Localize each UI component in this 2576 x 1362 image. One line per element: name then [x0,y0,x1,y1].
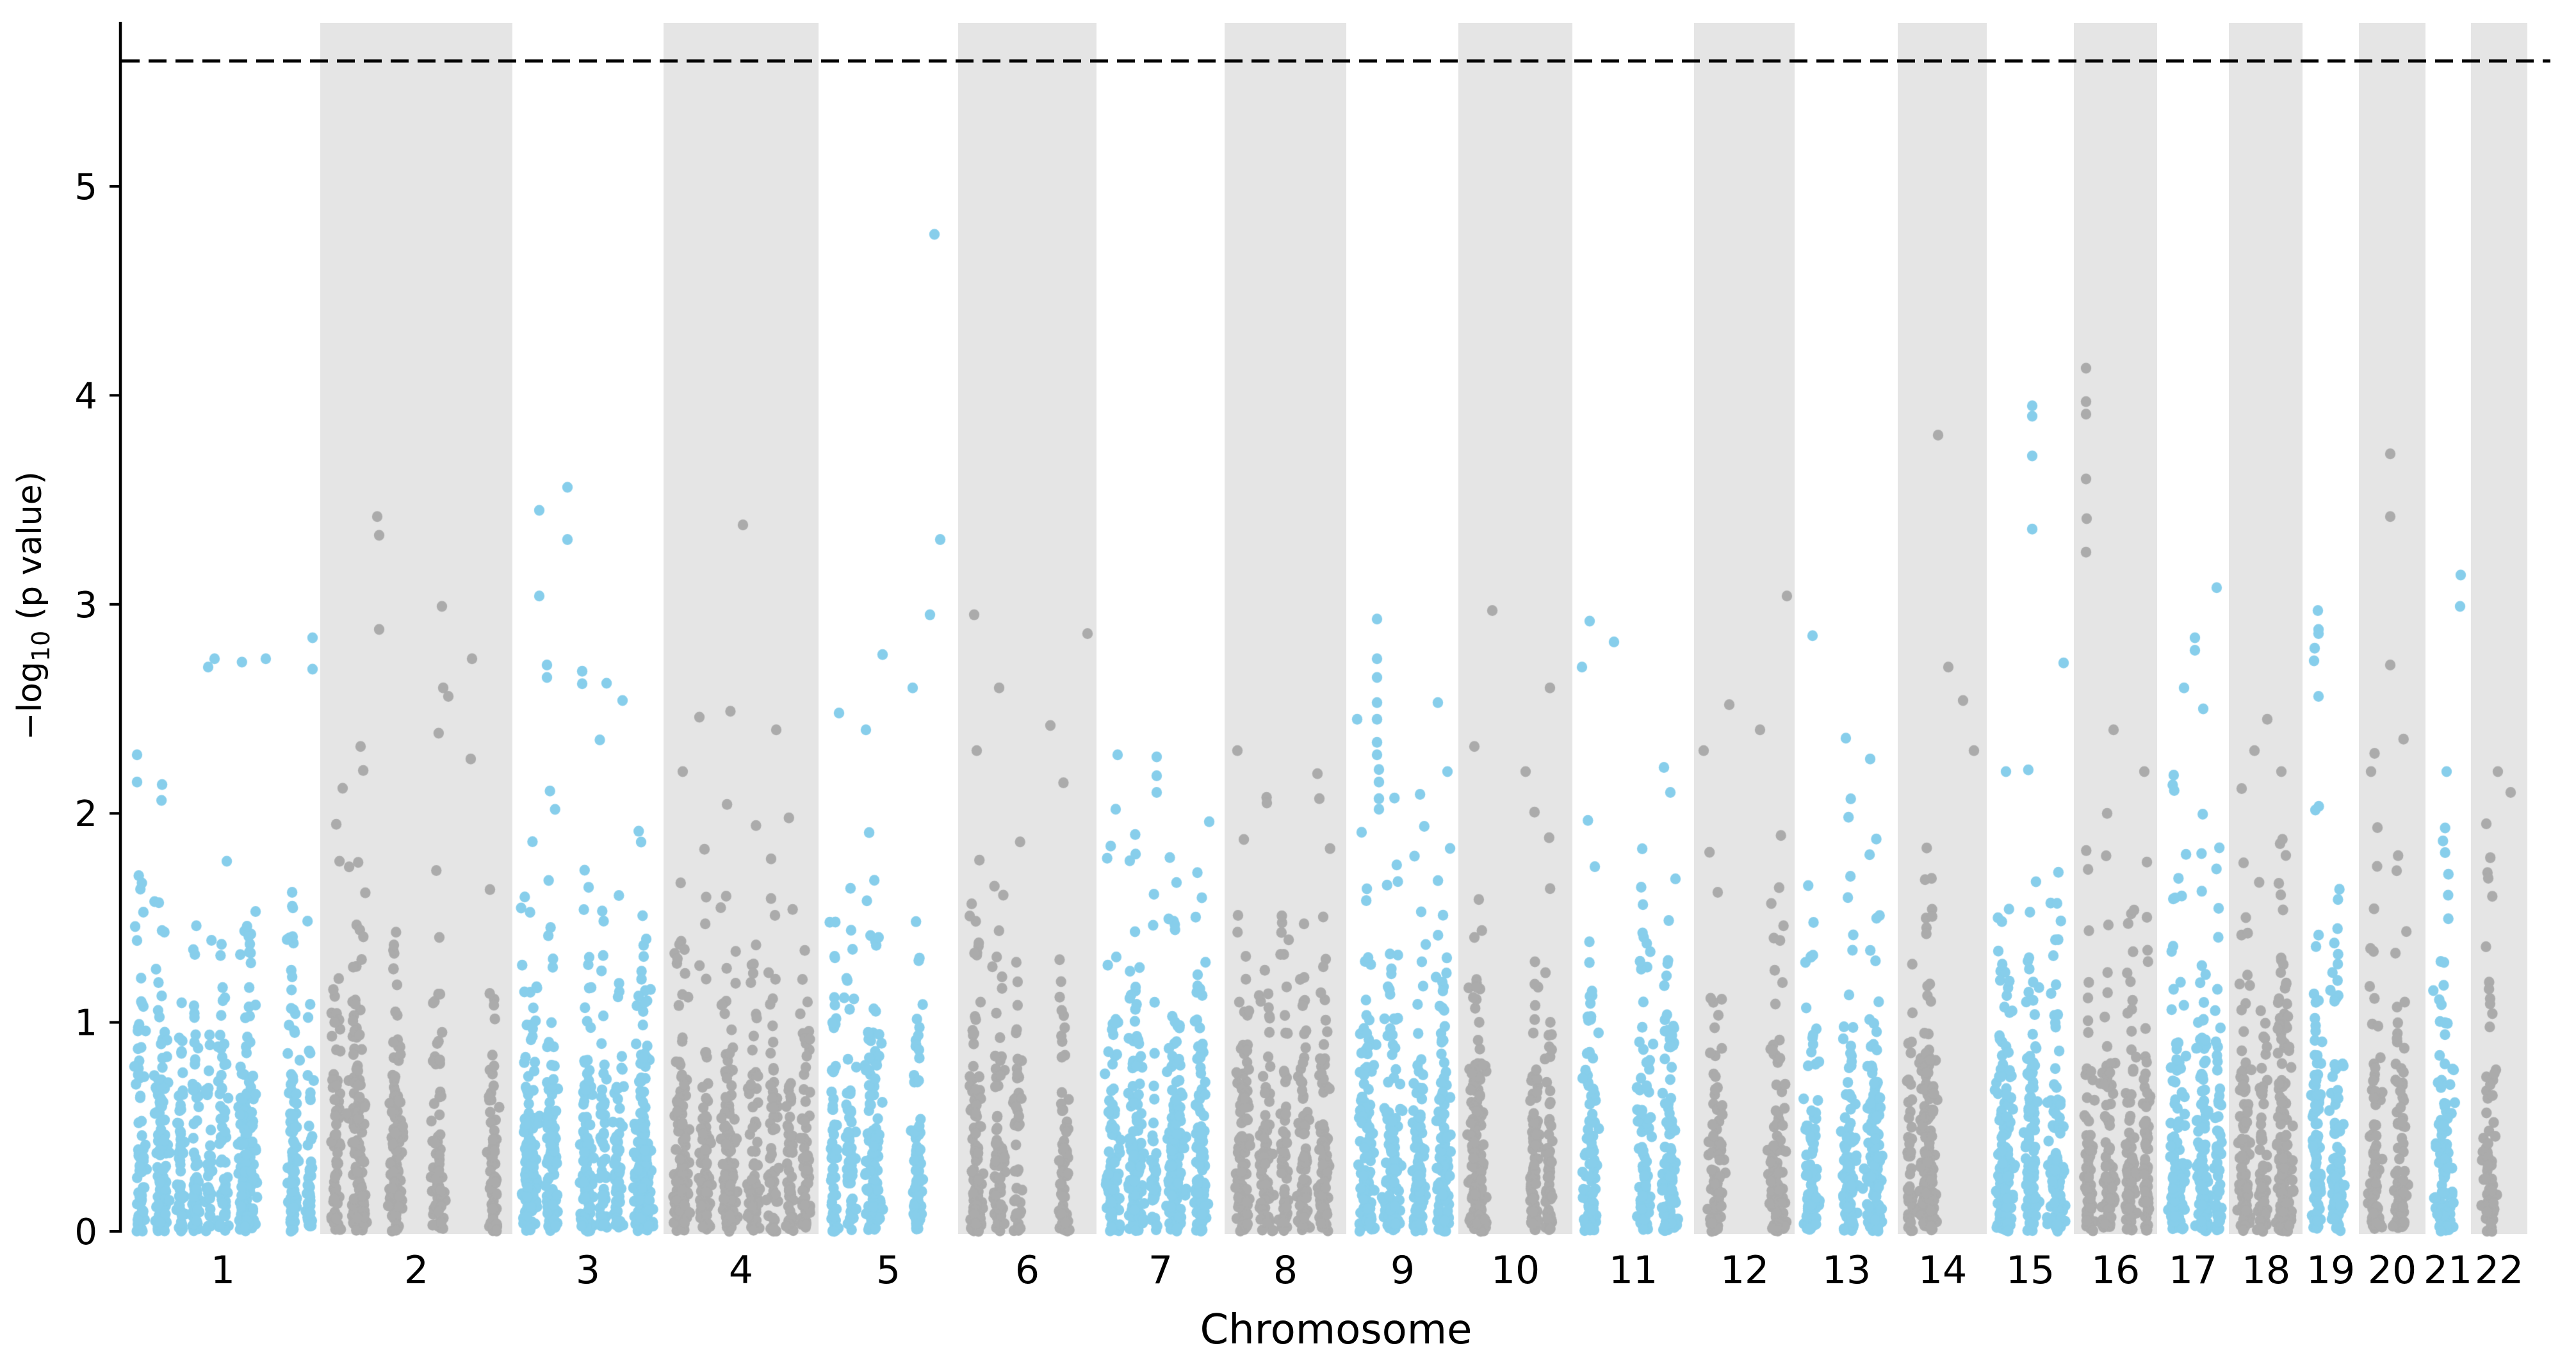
scatter-points-canvas [0,0,2576,1362]
manhattan-plot-figure: 0123451234567891011121314151617181920212… [0,0,2576,1362]
